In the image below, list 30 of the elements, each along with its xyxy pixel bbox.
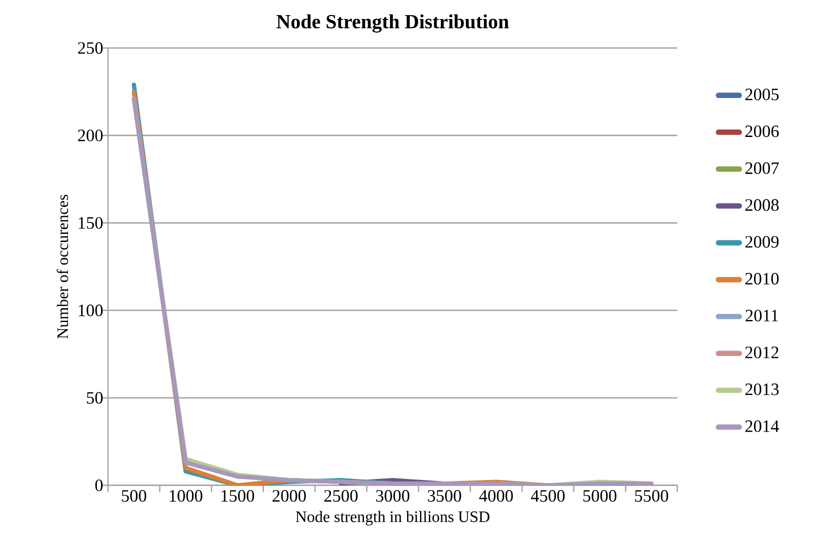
x-tick-label: 2000 — [272, 490, 306, 502]
legend-label: 2010 — [745, 272, 779, 285]
x-tick-label: 5000 — [583, 490, 616, 502]
x-tick-label: 2500 — [324, 490, 358, 502]
legend-label: 2012 — [745, 346, 778, 358]
x-tick-label: 500 — [122, 490, 146, 502]
y-axis-title: Number of occurences — [56, 194, 68, 339]
x-tick-label: 3000 — [376, 490, 410, 502]
y-tick-label: 100 — [78, 304, 103, 316]
legend-label: 2006 — [745, 125, 779, 138]
x-tick-label: 5500 — [635, 490, 668, 502]
chart-title: Node Strength Distribution — [276, 14, 509, 33]
legend-label: 2008 — [745, 199, 779, 211]
y-tick-label: 250 — [78, 42, 103, 54]
legend-label: 2014 — [745, 420, 780, 432]
y-tick-label: 200 — [78, 130, 103, 142]
x-axis-title: Node strength in billions USD — [296, 510, 490, 526]
x-tick-label: 4500 — [530, 490, 565, 502]
x-tick-label: 3500 — [428, 490, 462, 502]
x-tick-label: 4000 — [479, 490, 513, 502]
x-tick-label: 1000 — [170, 490, 202, 502]
legend-label: 2009 — [745, 236, 779, 248]
legend-label: 2007 — [745, 162, 779, 174]
y-tick-label: 150 — [78, 217, 103, 229]
legend-label: 2013 — [745, 383, 779, 396]
y-tick-label: 0 — [95, 479, 103, 492]
x-tick-label: 1500 — [222, 490, 254, 502]
legend-label: 2011 — [746, 310, 778, 322]
legend-label: 2005 — [745, 88, 779, 100]
y-tick-label: 50 — [86, 392, 103, 404]
